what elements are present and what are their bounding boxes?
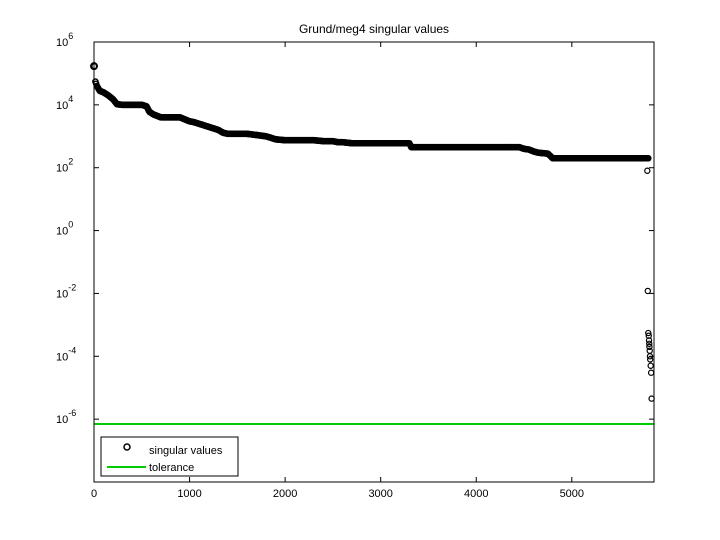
sv-outlier-point	[646, 340, 653, 347]
x-tick-label: 2000	[273, 488, 297, 500]
sv-outlier-point	[644, 167, 651, 174]
x-tick-label: 0	[91, 488, 97, 500]
axis-ticks: 0 1000 2000 3000 4000 5000 106 104 102 100 10-2 10-…	[56, 31, 654, 500]
y-tick-label: 106	[56, 31, 73, 49]
y-tick-label: 10-4	[56, 345, 76, 363]
sv-outlier-point	[648, 395, 655, 402]
legend-label-singular-values: singular values	[149, 445, 223, 457]
y-tick-label: 10-2	[56, 282, 76, 300]
sv-outlier-point	[647, 362, 654, 369]
x-tick-label: 5000	[560, 488, 584, 500]
sv-outlier-point	[644, 287, 651, 295]
x-tick-label: 3000	[368, 488, 392, 500]
legend: singular values tolerance	[100, 436, 239, 477]
sv-outlier-point	[645, 337, 653, 344]
chart-title: Grund/meg4 singular values	[299, 22, 449, 36]
y-tick-label: 100	[56, 220, 73, 238]
legend-label-tolerance: tolerance	[149, 462, 194, 474]
x-tick-label: 4000	[464, 488, 488, 500]
plot-frame	[93, 41, 655, 483]
sv-outlier-point	[646, 343, 653, 351]
x-tick-label: 1000	[177, 488, 201, 500]
legend-marker-singular-values	[123, 443, 131, 451]
plot-marks	[90, 62, 655, 426]
y-tick-label: 104	[56, 94, 73, 112]
sv-point	[644, 154, 652, 162]
sv-outlier-point	[647, 369, 655, 376]
legend-box	[100, 436, 239, 477]
y-tick-label: 102	[56, 157, 73, 175]
y-tick-label: 10-6	[56, 408, 76, 426]
sv-outlier-point	[645, 329, 652, 337]
